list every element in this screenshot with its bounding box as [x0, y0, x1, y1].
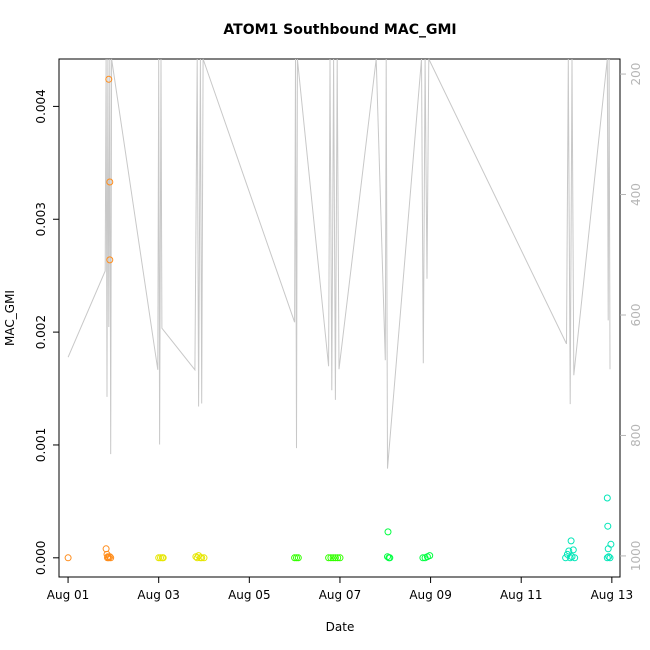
- data-point: [334, 554, 342, 562]
- data-point: [192, 553, 200, 561]
- plot-box: [58, 58, 621, 578]
- y2-tick-label: 200: [629, 63, 643, 86]
- x-tick-label: Aug 07: [319, 588, 362, 602]
- x-axis: Aug 01 Aug 03 Aug 05 Aug 07 Aug 09 Aug 11 Aug …: [47, 577, 633, 602]
- data-point: [567, 537, 575, 545]
- x-tick-label: Aug 03: [137, 588, 180, 602]
- chart-title: ATOM1 Southbound MAC_GMI: [223, 22, 456, 38]
- data-point: [426, 552, 434, 560]
- data-point: [105, 75, 113, 83]
- data-point: [565, 547, 573, 555]
- data-point: [336, 554, 344, 562]
- data-point: [102, 545, 110, 553]
- data-point: [604, 545, 612, 553]
- y2-axis: 200 400 600 800 1000: [620, 63, 643, 572]
- y2-tick-label: 400: [629, 183, 643, 206]
- x-tick-label: Aug 11: [500, 588, 543, 602]
- y-tick-label: 0.004: [34, 89, 48, 123]
- y2-tick-label: 800: [629, 424, 643, 447]
- data-point: [200, 554, 208, 562]
- data-point: [106, 256, 114, 264]
- y-tick-label: 0.002: [34, 315, 48, 349]
- data-point: [604, 522, 612, 530]
- x-tick-label: Aug 09: [409, 588, 452, 602]
- data-point: [607, 540, 615, 548]
- data-point: [329, 554, 337, 562]
- data-point: [566, 554, 574, 562]
- y-tick-label: 0.003: [34, 202, 48, 236]
- x-tick-label: Aug 05: [228, 588, 271, 602]
- data-point: [104, 554, 111, 562]
- data-point: [605, 553, 613, 561]
- data-point: [569, 546, 577, 554]
- line-series-layer: [67, 58, 611, 469]
- data-point: [107, 554, 115, 562]
- data-point: [294, 554, 302, 562]
- data-point: [603, 494, 611, 502]
- data-point: [331, 554, 339, 562]
- data-point: [419, 554, 427, 562]
- data-point: [64, 554, 72, 562]
- data-point: [106, 178, 114, 186]
- data-point: [159, 554, 167, 562]
- data-point: [571, 554, 579, 562]
- x-tick-label: Aug 01: [47, 588, 90, 602]
- data-point: [603, 554, 611, 562]
- y-axis-label: MAC_GMI: [3, 290, 17, 346]
- line-series: [67, 58, 611, 469]
- x-axis-label: Date: [326, 620, 355, 634]
- data-point: [562, 554, 570, 562]
- data-point: [606, 554, 614, 562]
- data-point: [386, 554, 394, 562]
- y2-tick-label: 600: [629, 304, 643, 327]
- y2-tick-label: 1000: [629, 541, 643, 572]
- data-point: [325, 554, 333, 562]
- data-point: [384, 528, 392, 536]
- data-point: [291, 554, 299, 562]
- y-tick-label: 0.000: [34, 541, 48, 575]
- data-point: [327, 554, 335, 562]
- y-tick-label: 0.001: [34, 428, 48, 462]
- x-tick-label: Aug 13: [591, 588, 634, 602]
- point-layer: [64, 75, 615, 562]
- y-axis: 0.000 0.001 0.002 0.003 0.004: [34, 89, 59, 575]
